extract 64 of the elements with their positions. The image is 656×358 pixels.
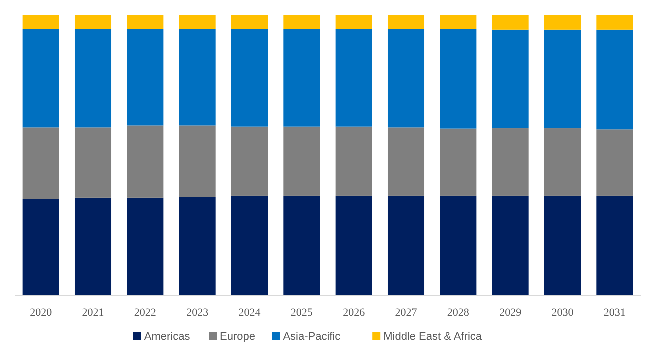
bar: [440, 15, 477, 30]
bar: [22, 15, 60, 30]
bar: [74, 198, 112, 296]
bar: [596, 15, 634, 30]
bar: [231, 196, 268, 296]
bar: [284, 196, 320, 296]
bar: [74, 128, 112, 198]
x-tick-label: 2029: [500, 307, 522, 319]
legend-label: Asia-Pacific: [283, 331, 342, 343]
legend-label: Middle East & Africa: [384, 331, 483, 343]
bar: [179, 126, 216, 198]
x-tick-label: 2020: [30, 307, 53, 319]
bar: [492, 30, 529, 129]
bar: [596, 196, 634, 296]
bar: [336, 126, 372, 196]
bar: [336, 29, 372, 127]
bar: [388, 29, 425, 128]
bar: [284, 15, 320, 30]
bar: [440, 29, 477, 129]
bar: [544, 30, 582, 129]
bar: [388, 15, 425, 30]
bar: [492, 15, 529, 30]
legend-label: Americas: [144, 331, 191, 343]
bar: [127, 29, 164, 126]
bar: [22, 199, 60, 296]
bar: [336, 15, 372, 30]
x-tick-label: 2030: [552, 307, 574, 319]
bar: [22, 29, 60, 128]
bar: [127, 126, 164, 198]
bar: [74, 15, 112, 30]
x-tick-label: 2024: [238, 307, 262, 319]
x-tick-label: 2031: [604, 307, 626, 319]
bar: [596, 30, 634, 130]
bar: [544, 15, 582, 30]
bar: [179, 29, 216, 126]
bar: [127, 15, 164, 30]
x-tick-label: 2026: [343, 307, 366, 319]
bar: [127, 198, 164, 296]
bar: [596, 130, 634, 196]
bar: [231, 15, 268, 30]
bar: [284, 126, 320, 196]
bar: [179, 197, 216, 296]
bar: [544, 196, 582, 296]
bar: [492, 196, 529, 296]
bar: [284, 29, 320, 127]
bar: [22, 128, 60, 200]
bar: [440, 128, 477, 196]
x-tick-label: 2027: [395, 307, 418, 319]
x-tick-label: 2025: [290, 307, 314, 319]
bar: [544, 128, 582, 196]
bar: [179, 15, 216, 30]
x-tick-label: 2021: [82, 307, 104, 319]
bar: [231, 29, 268, 127]
x-tick-label: 2023: [186, 307, 210, 319]
bar: [388, 128, 425, 196]
bar: [388, 196, 425, 296]
x-tick-label: 2028: [447, 307, 470, 319]
legend-label: Europe: [220, 331, 256, 343]
bar: [440, 196, 477, 296]
bar: [231, 126, 268, 196]
bar: [74, 29, 112, 128]
bar: [336, 196, 372, 296]
bar: [492, 128, 529, 196]
x-tick-label: 2022: [134, 307, 156, 319]
